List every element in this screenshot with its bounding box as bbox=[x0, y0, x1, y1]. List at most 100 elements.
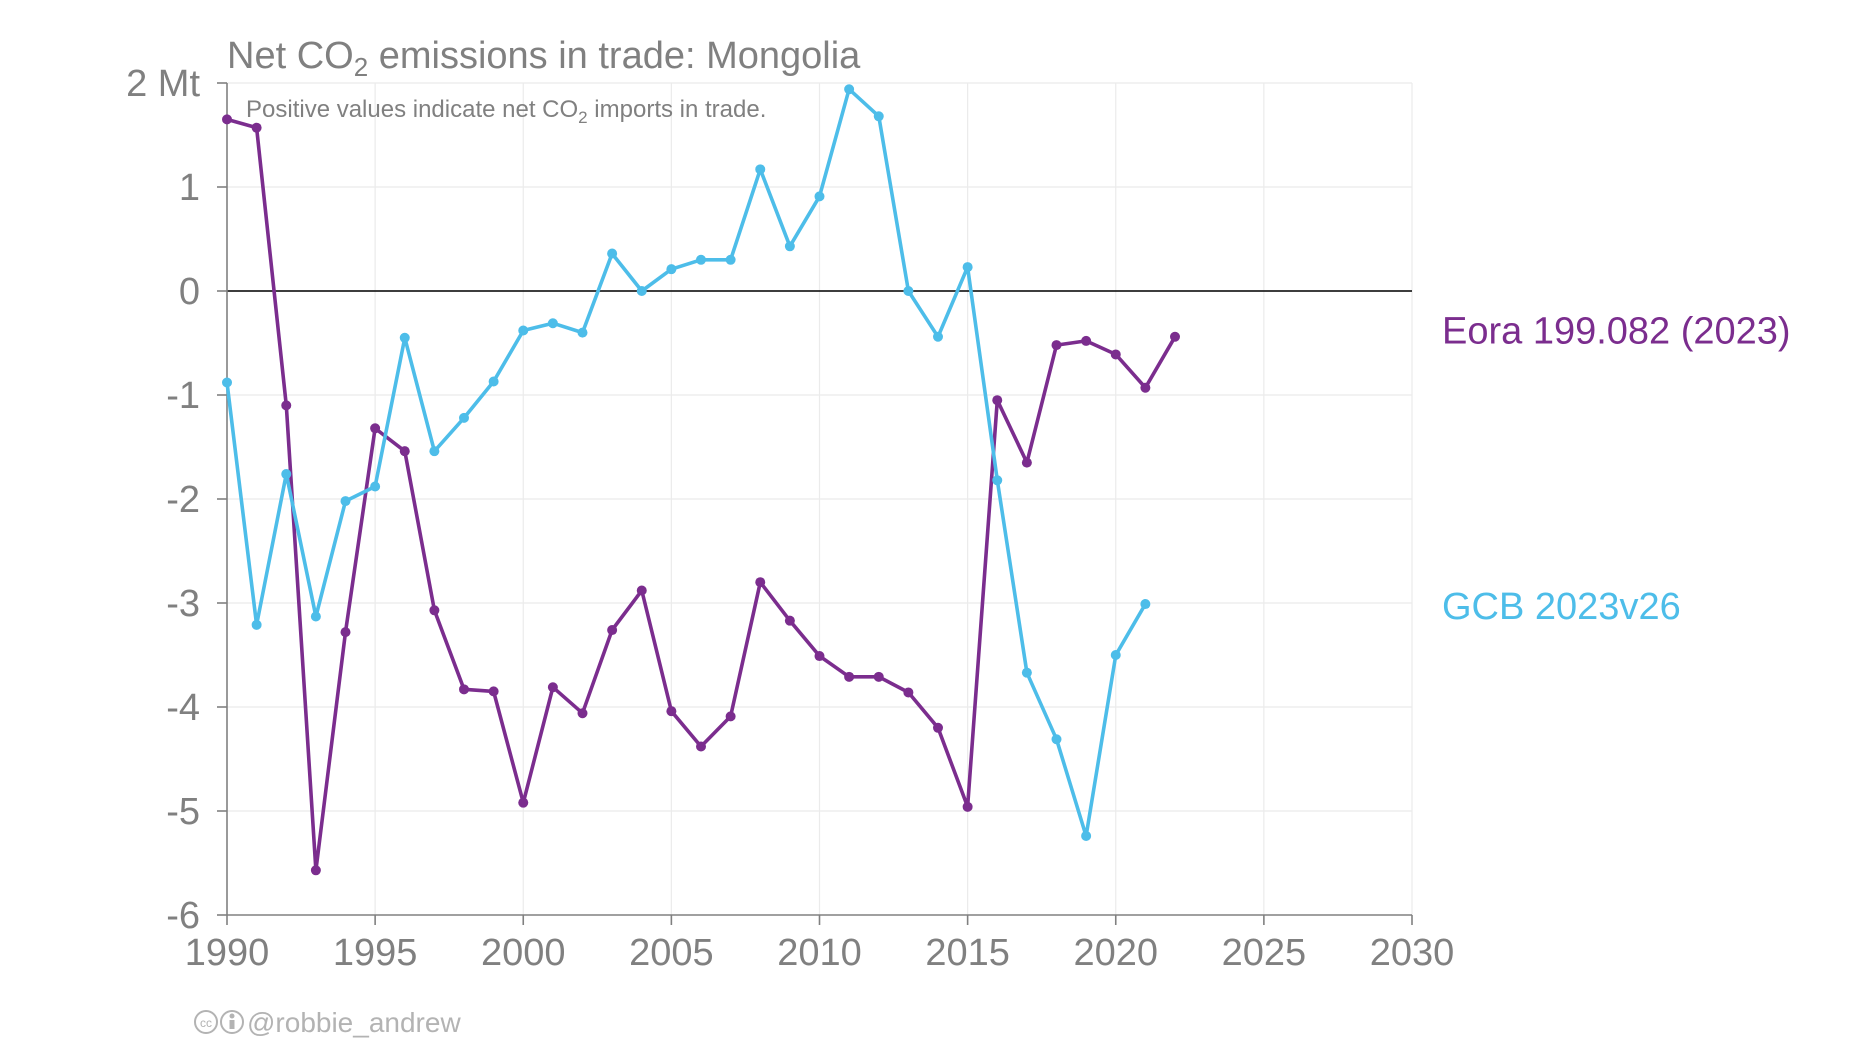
data-point bbox=[399, 446, 410, 457]
x-tick-label: 2015 bbox=[925, 932, 1010, 974]
x-tick-label: 2005 bbox=[629, 932, 714, 974]
data-point bbox=[488, 376, 499, 387]
data-point bbox=[251, 122, 262, 133]
data-point bbox=[281, 469, 292, 480]
data-point bbox=[222, 377, 232, 388]
data-point bbox=[873, 671, 884, 682]
data-point bbox=[755, 577, 766, 588]
data-point bbox=[1081, 335, 1092, 346]
axes: -6 -5 -4 -3 -2 -1 0 1 2 Mt 1990 1995 2000 2005 2010 20… bbox=[126, 63, 1454, 974]
chart-title: Net CO2 emissions in trade: Mongolia bbox=[227, 35, 861, 82]
y-tick-label: 1 bbox=[179, 167, 200, 209]
data-point bbox=[577, 327, 588, 338]
series-line bbox=[225, 117, 1177, 873]
data-point bbox=[636, 286, 647, 296]
y-tick-label: -5 bbox=[166, 791, 200, 833]
data-point bbox=[340, 496, 351, 507]
chart-title-subscript: 2 bbox=[354, 52, 368, 82]
data-point bbox=[873, 111, 884, 122]
series-eora: Eora 199.082 (2023) bbox=[222, 114, 1791, 876]
data-point bbox=[933, 722, 943, 733]
data-point bbox=[1110, 650, 1121, 660]
data-point bbox=[725, 711, 736, 722]
series-lines: Eora 199.082 (2023) GCB 2023v26 bbox=[222, 84, 1791, 876]
data-point bbox=[1140, 599, 1151, 610]
chart-title-part-2: emissions in trade: Mongolia bbox=[368, 35, 861, 77]
data-point bbox=[340, 627, 351, 638]
data-point bbox=[814, 191, 825, 202]
data-point bbox=[459, 684, 469, 695]
data-point bbox=[429, 446, 440, 457]
data-point bbox=[696, 741, 706, 752]
data-point bbox=[547, 318, 558, 329]
data-point bbox=[518, 797, 529, 808]
y-tick-label: -1 bbox=[166, 375, 200, 417]
data-point bbox=[903, 286, 914, 296]
data-point bbox=[370, 481, 381, 492]
svg-text:cc: cc bbox=[200, 1016, 212, 1030]
attribution-icon bbox=[220, 1010, 244, 1034]
data-point bbox=[903, 687, 914, 698]
grid-lines bbox=[227, 82, 1413, 915]
series-gcb: GCB 2023v26 bbox=[222, 84, 1681, 841]
data-point bbox=[666, 264, 677, 275]
y-tick-label: -4 bbox=[166, 687, 200, 729]
x-tick-label: 2030 bbox=[1370, 932, 1455, 974]
data-point bbox=[962, 262, 973, 273]
data-point bbox=[370, 423, 381, 434]
x-tick-label: 2000 bbox=[481, 932, 566, 974]
chart-title-part-1: Net CO bbox=[227, 35, 354, 77]
x-tick-label: 2025 bbox=[1222, 932, 1307, 974]
data-point bbox=[844, 671, 855, 682]
y-tick-label: 0 bbox=[179, 271, 200, 313]
series-line bbox=[225, 87, 1148, 838]
data-point bbox=[459, 412, 469, 423]
data-point bbox=[666, 706, 677, 717]
data-point bbox=[1110, 349, 1121, 360]
data-point bbox=[488, 686, 499, 697]
data-point bbox=[281, 400, 292, 411]
y-tick-label: -2 bbox=[166, 479, 200, 521]
data-point bbox=[844, 84, 855, 95]
credit-handle: @robbie_andrew bbox=[247, 1007, 461, 1038]
series-label: Eora 199.082 (2023) bbox=[1442, 311, 1791, 353]
data-point bbox=[1021, 457, 1032, 468]
data-point bbox=[310, 611, 321, 622]
data-point bbox=[696, 254, 706, 265]
y-tick-label: -6 bbox=[166, 895, 200, 937]
data-point bbox=[518, 325, 529, 336]
data-point bbox=[784, 615, 795, 626]
data-point bbox=[607, 248, 618, 259]
data-point bbox=[755, 164, 766, 175]
chart-subtitle-part-2: imports in trade. bbox=[588, 96, 767, 123]
data-point bbox=[222, 114, 232, 125]
cc-icon: cc bbox=[194, 1010, 218, 1034]
x-tick-label: 1990 bbox=[185, 932, 270, 974]
chart-subtitle: Positive values indicate net CO2 imports… bbox=[246, 96, 766, 127]
data-point bbox=[784, 241, 795, 252]
data-point bbox=[1051, 340, 1062, 351]
data-point bbox=[310, 865, 321, 876]
data-point bbox=[251, 619, 262, 630]
data-point bbox=[933, 331, 943, 342]
data-point bbox=[636, 585, 647, 596]
x-tick-label: 2020 bbox=[1073, 932, 1158, 974]
series-label: GCB 2023v26 bbox=[1442, 586, 1681, 628]
credit: cc @robbie_andrew bbox=[194, 1007, 461, 1038]
data-point bbox=[992, 475, 1003, 486]
data-point bbox=[1021, 667, 1032, 678]
y-tick-label: 2 Mt bbox=[126, 63, 200, 105]
chart-subtitle-subscript: 2 bbox=[578, 108, 587, 127]
data-point bbox=[577, 708, 588, 719]
data-point bbox=[607, 625, 618, 636]
data-point bbox=[1051, 734, 1062, 745]
data-point bbox=[814, 651, 825, 662]
data-point bbox=[1081, 830, 1092, 841]
data-point bbox=[992, 395, 1003, 406]
data-point bbox=[725, 254, 736, 265]
data-point bbox=[1140, 382, 1151, 393]
x-tick-label: 1995 bbox=[333, 932, 418, 974]
data-point bbox=[962, 801, 973, 812]
data-point bbox=[399, 332, 410, 343]
